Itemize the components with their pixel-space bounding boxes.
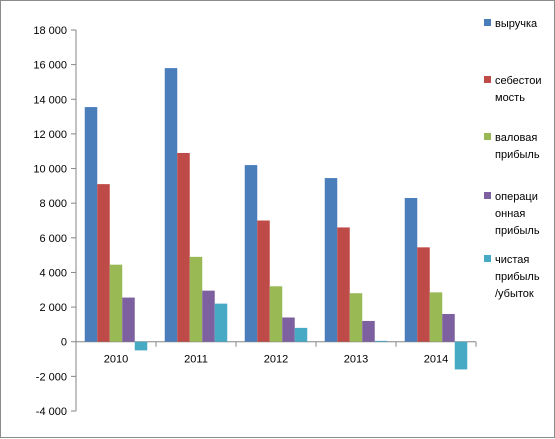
y-tick-label: 16 000 [33,60,67,72]
bar-4-1 [417,247,430,342]
bar-4-4 [454,341,468,370]
bar-3-4 [374,340,388,342]
x-tick-label: 2014 [424,354,448,366]
bar-0-1 [97,184,110,342]
bar-0-0 [84,107,98,342]
y-axis: 18 000 16 000 14 000 12 000 10 000 8 000 6 000… [33,25,77,418]
bar-2-3 [282,317,295,342]
legend-label: прибыль [495,149,540,161]
bar-1-2 [189,256,203,342]
x-tick-label: 2011 [184,354,208,366]
y-tick-label: -4 000 [36,406,67,418]
legend-label: онная [495,208,525,220]
y-tick-label: -2 000 [36,371,67,383]
legend-label: чистая [495,254,529,266]
bar-2-1 [257,220,270,342]
y-tick-label: 6 000 [39,233,67,245]
y-tick-label: 12 000 [33,129,67,141]
bar-3-1 [337,227,350,342]
bar-1-3 [202,290,215,342]
legend-label: прибыль [495,271,540,283]
y-tick-label: 8 000 [39,198,67,210]
x-tick-label: 2010 [104,354,128,366]
bar-2-2 [269,286,283,342]
x-tick-label: 2012 [264,354,288,366]
legend-swatch [484,255,491,262]
legend-label: операци [495,191,538,203]
x-tick-label: 2013 [344,354,368,366]
legend-label: выручка [495,18,538,30]
legend-label: валовая [495,132,537,144]
bar-1-0 [164,68,178,342]
bar-4-3 [442,314,455,342]
legend: выручка себестои мость валовая прибыль операц… [484,18,541,300]
bar-3-3 [362,320,375,342]
legend-swatch [484,19,491,26]
y-tick-label: 18 000 [33,25,67,37]
y-tick-label: 4 000 [39,267,67,279]
legend-label: себестои [495,75,541,87]
bar-2-0 [244,165,258,342]
bar-2-4 [294,327,308,342]
y-tick-label: 0 [61,337,67,349]
y-tick-label: 10 000 [33,164,67,176]
legend-label: /убыток [495,288,534,300]
y-tick-label: 14 000 [33,94,67,106]
y-tick-label: 2 000 [39,302,67,314]
bar-4-2 [429,292,443,342]
bar-3-0 [324,178,338,342]
legend-swatch [484,76,491,83]
bar-0-3 [122,297,135,342]
bar-0-4 [134,341,148,351]
bar-1-4 [214,303,228,342]
bars [84,68,468,370]
bar-0-2 [109,264,123,342]
bar-1-1 [177,152,190,342]
legend-label: мость [495,92,525,104]
legend-swatch [484,192,491,199]
legend-swatch [484,133,491,140]
bar-3-2 [349,293,363,342]
legend-label: прибыль [495,225,540,237]
bar-4-0 [404,197,418,342]
